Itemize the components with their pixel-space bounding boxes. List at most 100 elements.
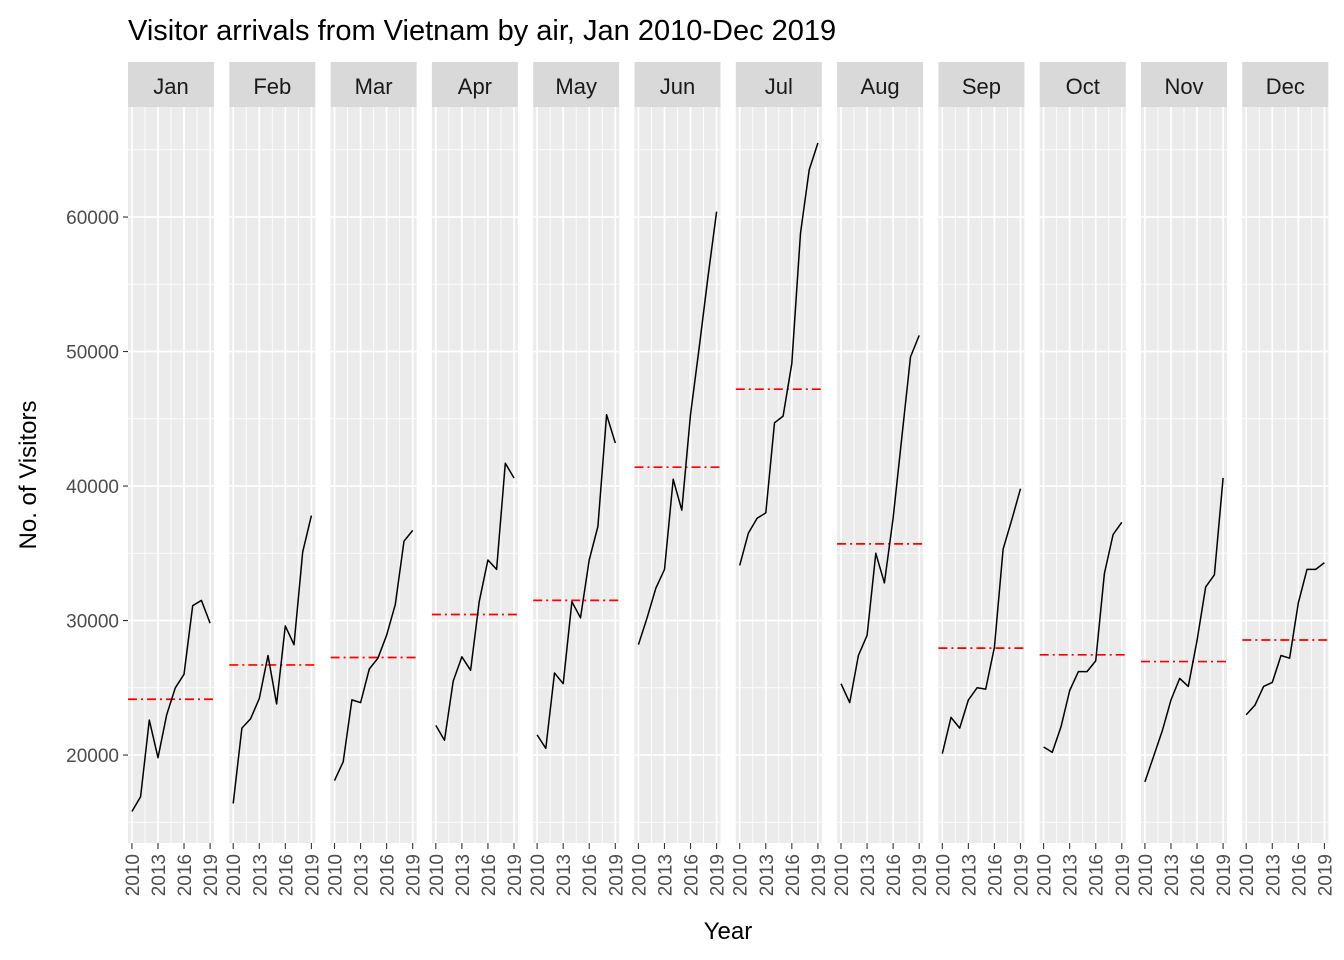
x-tick-label: 2013 [352,854,373,896]
x-tick-label: 2019 [201,854,222,896]
facet-strip [938,62,1025,107]
facet-strip [634,62,721,107]
facet-strip-label: Nov [1164,74,1203,99]
facet-panel-sep: Sep 2010 2013 2016 2019 [933,62,1032,896]
x-tick-label: 2010 [933,854,954,896]
x-tick-label: 2016 [783,854,804,896]
x-tick-label: 2019 [910,854,931,896]
x-tick-label: 2016 [1289,854,1310,896]
series-line [333,529,414,781]
series-line [941,488,1022,754]
facet-panel-jul: Jul 2010 2013 2016 2019 [731,62,830,896]
x-tick-label: 2016 [378,854,399,896]
y-axis-title: No. of Visitors [15,401,42,550]
x-tick-label: 2010 [731,854,752,896]
x-tick-label: 2016 [1188,854,1209,896]
x-tick-label: 2016 [276,854,297,896]
x-tick-label: 2013 [453,854,474,896]
x-tick-label: 2019 [1214,854,1235,896]
x-tick-label: 2019 [505,854,526,896]
facet-strip-label: Jan [153,74,188,99]
facet-panel-nov: Nov 2010 2013 2016 2019 [1136,62,1235,896]
facet-panel-feb: Feb 2010 2013 2016 2019 [224,62,323,896]
facet-strip [1039,62,1126,107]
x-tick-label: 2013 [959,854,980,896]
x-tick-label: 2019 [708,854,729,896]
facet-strip-label: Oct [1066,74,1100,99]
y-tick-label: 30000 [66,612,119,633]
facet-strip [533,62,620,107]
x-tick-label: 2019 [1113,854,1134,896]
facet-strip-label: Aug [861,74,900,99]
facet-panel-apr: Apr 2010 2013 2016 2019 [427,62,526,896]
facet-strip-label: Dec [1266,74,1305,99]
series-line [131,599,211,812]
facet-panel-jan: Jan 2010 2013 2016 2019 [123,62,222,896]
x-tick-label: 2013 [655,854,676,896]
series-line [1245,562,1325,716]
x-tick-label: 2016 [1087,854,1108,896]
x-tick-label: 2010 [224,854,245,896]
facet-strip-label: May [555,74,597,99]
series-line [232,515,313,804]
x-tick-label: 2010 [427,854,448,896]
x-tick-label: 2016 [175,854,196,896]
x-tick-label: 2010 [123,854,144,896]
series-line [840,335,920,704]
facet-panel-mar: Mar 2010 2013 2016 2019 [326,62,425,896]
y-tick-label: 60000 [66,208,119,229]
facet-strip [1141,62,1227,107]
x-tick-label: 2016 [985,854,1006,896]
x-axis-title: Year [704,918,753,945]
facet-panel-dec: Dec 2010 2013 2016 2019 [1237,62,1336,896]
facet-strip-label: Jun [660,74,695,99]
x-tick-label: 2010 [528,854,549,896]
facet-strip [431,62,518,107]
chart-title: Visitor arrivals from Vietnam by air, Ja… [128,15,836,47]
x-tick-label: 2013 [858,854,879,896]
x-tick-label: 2013 [149,854,170,896]
x-tick-label: 2016 [682,854,703,896]
facet-strip [1242,62,1329,107]
facet-strip-label: Mar [355,74,393,99]
facet-strip [330,62,417,107]
facet-panel-jun: Jun 2010 2013 2016 2019 [629,62,729,896]
x-tick-label: 2013 [1061,854,1082,896]
series-line [738,142,819,566]
x-tick-label: 2013 [1263,854,1284,896]
x-tick-label: 2010 [1035,854,1056,896]
y-axis: 20000 30000 40000 50000 60000 [66,208,128,767]
series-line [536,413,617,750]
series-line [435,462,515,741]
facet-strip-label: Feb [253,74,291,99]
series-line [1043,521,1123,754]
x-tick-label: 2016 [580,854,601,896]
x-tick-label: 2019 [1315,854,1336,896]
x-tick-label: 2016 [479,854,500,896]
x-tick-label: 2010 [326,854,347,896]
x-tick-label: 2016 [884,854,905,896]
x-tick-label: 2010 [629,854,650,896]
x-tick-label: 2010 [1237,854,1258,896]
facet-panel-oct: Oct 2010 2013 2016 2019 [1035,62,1134,896]
facet-strip [128,62,214,107]
y-tick-label: 20000 [66,746,119,767]
facet-strip-label: Jul [765,74,793,99]
x-tick-label: 2010 [1136,854,1157,896]
facet-strip-label: Apr [458,74,492,99]
x-tick-label: 2010 [832,854,853,896]
facet-strip [837,62,924,107]
x-tick-label: 2019 [1011,854,1032,896]
facet-panel-aug: Aug 2010 2013 2016 2019 [832,62,931,896]
x-tick-label: 2013 [554,854,575,896]
y-tick-label: 50000 [66,343,119,364]
x-tick-label: 2019 [809,854,830,896]
x-tick-label: 2019 [606,854,627,896]
series-line [637,211,718,645]
facet-strip [229,62,316,107]
x-tick-label: 2019 [302,854,323,896]
facet-strip [735,62,822,107]
facet-panel-may: May 2010 2013 2016 2019 [528,62,627,896]
